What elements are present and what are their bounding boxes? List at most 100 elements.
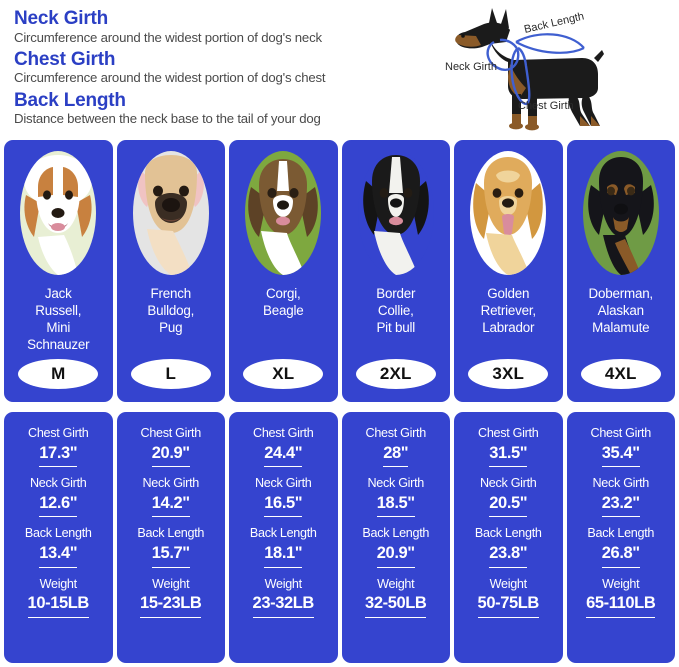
- definition-term: Chest Girth: [14, 48, 116, 70]
- spec-value: 20.9": [376, 543, 415, 568]
- spec-label: Back Length: [137, 526, 205, 541]
- dog-photo: [470, 151, 547, 275]
- dog-photo: [357, 151, 434, 275]
- definition-back-length: Back Length Distance between the neck ba…: [14, 90, 444, 128]
- measurement-card: Chest Girth 35.4" Neck Girth 23.2" Back …: [566, 412, 675, 663]
- spec-value: 23-32LB: [252, 593, 314, 618]
- dog-photo: [132, 151, 209, 275]
- spec-back-length: Back Length 18.1": [233, 526, 334, 568]
- spec-neck-girth: Neck Girth 18.5": [346, 476, 447, 518]
- spec-label: Weight: [489, 576, 527, 591]
- breed-card[interactable]: Golden Retriever, Labrador 3XL: [454, 140, 563, 402]
- measurement-card: Chest Girth 31.5" Neck Girth 20.5" Back …: [454, 412, 563, 663]
- size-badge: M: [18, 359, 99, 389]
- spec-neck-girth: Neck Girth 23.2": [571, 476, 672, 518]
- spec-value: 16.5": [264, 493, 303, 518]
- spec-value: 24.4": [264, 443, 303, 468]
- spec-label: Chest Girth: [365, 426, 427, 440]
- spec-label: Weight: [377, 576, 415, 591]
- breed-name: Corgi, Beagle: [263, 286, 304, 319]
- spec-value: 20.9": [151, 443, 190, 468]
- spec-weight: Weight 50-75LB: [458, 577, 559, 618]
- spec-label: Weight: [602, 576, 640, 591]
- spec-label: Weight: [39, 576, 77, 591]
- spec-weight: Weight 10-15LB: [8, 577, 109, 618]
- size-badge: 2XL: [355, 359, 436, 389]
- definition-term: Neck Girth: [14, 8, 109, 29]
- diagram-label-back-length: Back Length: [523, 10, 585, 35]
- spec-label: Weight: [152, 576, 190, 591]
- spec-value: 18.5": [376, 493, 415, 518]
- measurement-card: Chest Girth 20.9" Neck Girth 14.2" Back …: [116, 412, 225, 663]
- definition-description: Distance between the neck base to the ta…: [14, 111, 321, 127]
- measurement-card: Chest Girth 28" Neck Girth 18.5" Back Le…: [341, 412, 450, 663]
- breed-card[interactable]: Jack Russell, Mini Schnauzer M: [4, 140, 113, 402]
- spec-weight: Weight 23-32LB: [233, 577, 334, 618]
- spec-chest-girth: Chest Girth 24.4": [233, 426, 334, 468]
- spec-label: Weight: [264, 576, 302, 591]
- spec-back-length: Back Length 20.9": [346, 526, 447, 568]
- spec-label: Back Length: [249, 526, 317, 541]
- spec-chest-girth: Chest Girth 17.3": [8, 426, 109, 468]
- spec-value: 50-75LB: [477, 593, 539, 618]
- breed-name: French Bulldog, Pug: [147, 286, 195, 336]
- spec-value: 31.5": [489, 443, 528, 468]
- spec-label: Neck Girth: [592, 476, 650, 491]
- spec-value: 26.8": [601, 543, 640, 568]
- spec-label: Back Length: [474, 526, 542, 541]
- breed-card[interactable]: French Bulldog, Pug L: [116, 140, 225, 402]
- spec-label: Back Length: [587, 526, 655, 541]
- measurement-definitions: Neck Girth Circumference around the wide…: [14, 8, 444, 130]
- size-badge: XL: [243, 359, 324, 389]
- breed-card[interactable]: Border Collie, Pit bull 2XL: [341, 140, 450, 402]
- spec-label: Neck Girth: [367, 476, 425, 491]
- definition-description: Circumference around the widest portion …: [14, 70, 326, 86]
- spec-neck-girth: Neck Girth 20.5": [458, 476, 559, 518]
- spec-value: 65-110LB: [586, 593, 656, 618]
- spec-value: 15-23LB: [140, 593, 202, 618]
- dog-photo: [245, 151, 322, 275]
- breed-name: Border Collie, Pit bull: [376, 286, 416, 336]
- spec-value: 17.3": [39, 443, 78, 468]
- definition-neck-girth: Neck Girth Circumference around the wide…: [14, 8, 444, 46]
- spec-value: 23.8": [489, 543, 528, 568]
- spec-value: 13.4": [39, 543, 78, 568]
- spec-value: 28": [383, 443, 409, 468]
- spec-back-length: Back Length 26.8": [571, 526, 672, 568]
- spec-label: Neck Girth: [255, 476, 312, 491]
- spec-chest-girth: Chest Girth 31.5": [458, 426, 559, 468]
- spec-chest-girth: Chest Girth 35.4": [571, 426, 672, 468]
- spec-label: Chest Girth: [478, 426, 539, 440]
- definition-description: Circumference around the widest portion …: [14, 29, 322, 45]
- spec-value: 23.2": [601, 493, 640, 518]
- measurement-cards-row: Chest Girth 17.3" Neck Girth 12.6" Back …: [4, 412, 675, 663]
- spec-back-length: Back Length 23.8": [458, 526, 559, 568]
- breed-card[interactable]: Doberman, Alaskan Malamute 4XL: [566, 140, 675, 402]
- spec-value: 35.4": [601, 443, 640, 468]
- spec-value: 20.5": [489, 493, 528, 518]
- diagram-label-chest-girth: Chest Girth: [518, 100, 574, 112]
- spec-label: Neck Girth: [142, 476, 200, 491]
- spec-neck-girth: Neck Girth 14.2": [121, 476, 222, 518]
- spec-label: Neck Girth: [30, 476, 87, 491]
- spec-neck-girth: Neck Girth 16.5": [233, 476, 334, 518]
- spec-label: Chest Girth: [590, 426, 652, 440]
- spec-value: 10-15LB: [27, 593, 89, 618]
- spec-label: Back Length: [24, 526, 92, 541]
- dog-photo: [20, 151, 97, 275]
- spec-label: Chest Girth: [140, 426, 202, 440]
- definition-chest-girth: Chest Girth Circumference around the wid…: [14, 49, 444, 87]
- size-badge: 4XL: [580, 359, 661, 389]
- breed-card[interactable]: Corgi, Beagle XL: [229, 140, 338, 402]
- spec-neck-girth: Neck Girth 12.6": [8, 476, 109, 518]
- spec-weight: Weight 65-110LB: [571, 577, 672, 618]
- diagram-label-neck-girth: Neck Girth: [445, 61, 497, 73]
- measurement-card: Chest Girth 24.4" Neck Girth 16.5" Back …: [229, 412, 338, 663]
- spec-label: Back Length: [362, 526, 430, 541]
- spec-back-length: Back Length 13.4": [8, 526, 109, 568]
- spec-label: Chest Girth: [28, 426, 89, 440]
- dog-measurement-diagram: Back Length Neck Girth Chest Girth: [432, 2, 676, 134]
- spec-chest-girth: Chest Girth 20.9": [121, 426, 222, 468]
- spec-value: 12.6": [39, 493, 78, 518]
